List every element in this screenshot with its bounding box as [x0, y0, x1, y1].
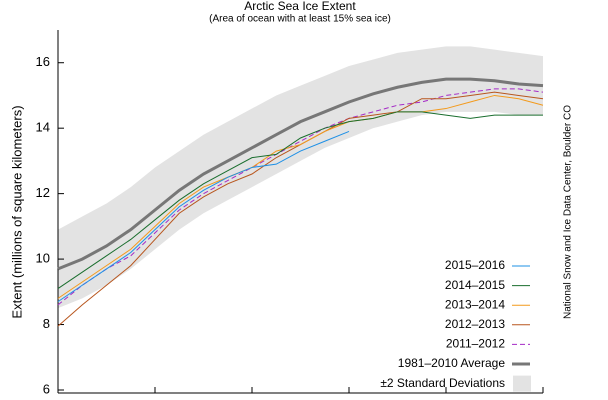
series-line	[57, 130, 350, 303]
chart-title: Arctic Sea Ice Extent	[244, 0, 356, 13]
source-note: National Snow and Ice Data Center, Bould…	[563, 105, 574, 319]
legend-swatch	[513, 375, 531, 392]
series-line	[57, 88, 544, 306]
legend-label: 1981–2010 Average	[398, 356, 506, 370]
y-tick-label: 14	[36, 120, 50, 135]
legend-label: 2013–2014	[445, 297, 505, 311]
series-line	[57, 94, 544, 299]
y-tick-label: 16	[36, 54, 50, 69]
series-line	[57, 77, 544, 271]
series-line	[57, 111, 543, 289]
chart-subtitle: (Area of ocean with at least 15% sea ice…	[209, 14, 391, 25]
y-axis-label: Extent (millions of square kilometers)	[9, 105, 24, 318]
y-tick-label: 12	[36, 185, 50, 200]
legend-label: 2015–2016	[445, 258, 505, 272]
y-tick-label: 6	[43, 381, 50, 396]
legend-label: ±2 Standard Deviations	[380, 376, 505, 390]
legend-label: 2014–2015	[445, 278, 505, 292]
y-tick-label: 8	[43, 316, 50, 331]
y-tick-label: 10	[36, 251, 50, 266]
legend-label: 2012–2013	[445, 317, 505, 331]
legend-label: 2011–2012	[446, 337, 506, 351]
